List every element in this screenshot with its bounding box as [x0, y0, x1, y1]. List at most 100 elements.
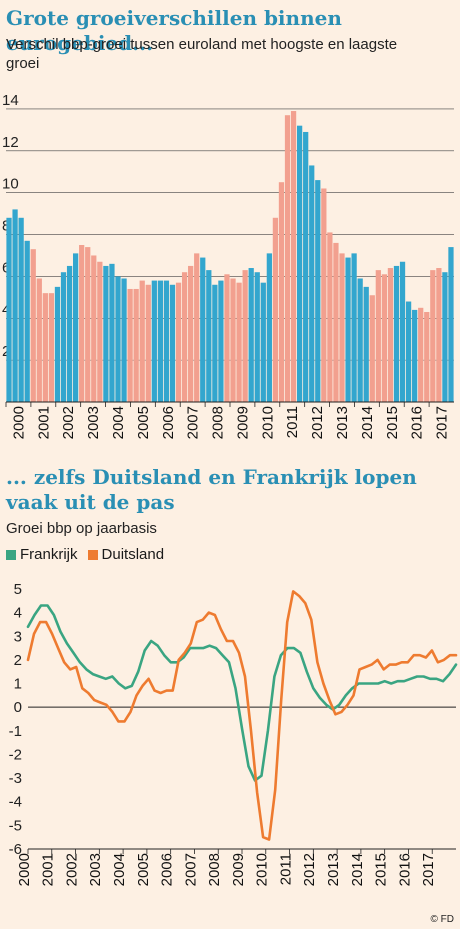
y-tick-label: -6 — [9, 841, 22, 858]
bar — [103, 265, 109, 402]
bar — [66, 265, 73, 402]
bar — [436, 268, 442, 402]
bar — [6, 217, 12, 402]
bar — [218, 280, 224, 402]
x-tick-label: 2012 — [309, 406, 326, 439]
bar — [327, 232, 333, 402]
series-line-frankrijk — [26, 604, 458, 782]
bar — [24, 240, 30, 402]
bar — [133, 288, 139, 402]
bar — [375, 270, 381, 402]
x-tick-label: 2012 — [301, 853, 318, 886]
bar — [85, 247, 91, 402]
x-tick-label: 2002 — [63, 853, 80, 886]
y-tick-label: 12 — [2, 134, 19, 151]
x-tick-label: 2008 — [210, 406, 227, 439]
y-tick-label: -4 — [9, 794, 22, 811]
bar — [157, 280, 164, 402]
legend-swatch-frankrijk — [6, 549, 16, 560]
x-tick-label: 2004 — [110, 406, 127, 439]
x-tick-label: 2010 — [259, 406, 276, 439]
legend-swatch-duitsland — [87, 549, 98, 560]
bar — [399, 261, 406, 402]
x-tick-label: 2006 — [160, 406, 177, 439]
y-tick-label: 4 — [2, 301, 10, 318]
bar — [188, 265, 194, 402]
y-tick-label: -3 — [9, 770, 22, 787]
bar — [36, 278, 42, 402]
x-tick-label: 2002 — [60, 406, 77, 439]
bar — [79, 245, 85, 402]
bar — [175, 282, 182, 402]
y-tick-label: 2 — [2, 343, 10, 360]
x-tick-label: 2014 — [359, 406, 376, 439]
bar — [303, 131, 309, 402]
y-tick-label: 3 — [14, 628, 22, 645]
bar — [260, 282, 266, 402]
x-tick-label: 2007 — [182, 853, 199, 886]
x-tick-label: 2017 — [420, 853, 437, 886]
y-tick-label: 2 — [14, 652, 22, 669]
bar — [115, 276, 121, 402]
bar — [278, 182, 285, 402]
y-tick-label: 14 — [2, 92, 19, 109]
bar — [121, 278, 127, 402]
bar — [405, 301, 412, 402]
bar — [448, 247, 454, 402]
credit-label: © FD — [430, 914, 454, 925]
x-tick-label: 2015 — [384, 406, 401, 439]
x-tick-label: 2005 — [135, 406, 152, 439]
bar — [333, 242, 339, 402]
bar — [224, 274, 230, 402]
bar — [418, 307, 424, 402]
bar — [290, 111, 297, 402]
bar — [339, 253, 345, 402]
bar — [412, 309, 418, 402]
chart2-legend: Frankrijk Duitsland — [6, 546, 174, 563]
x-tick-label: 2005 — [135, 853, 152, 886]
bar — [236, 282, 242, 402]
bar — [48, 293, 55, 402]
bar — [357, 278, 363, 402]
bar — [230, 278, 236, 402]
y-tick-label: 4 — [14, 605, 22, 622]
x-tick-label: 2003 — [85, 406, 102, 439]
bar — [321, 188, 327, 402]
bar — [72, 253, 79, 402]
x-tick-label: 2001 — [35, 406, 52, 439]
legend-label-duitsland: Duitsland — [101, 546, 165, 563]
bar — [163, 280, 170, 402]
x-tick-label: 2003 — [87, 853, 104, 886]
y-tick-label: 5 — [14, 581, 22, 598]
y-tick-label: 1 — [14, 676, 22, 693]
bar — [393, 265, 400, 402]
bar — [369, 295, 375, 402]
bar — [18, 217, 24, 402]
bar — [284, 115, 291, 403]
bar — [248, 268, 254, 402]
x-tick-label: 2004 — [111, 853, 128, 886]
legend-item-duitsland: Duitsland — [87, 546, 165, 563]
bar — [381, 274, 388, 402]
bar — [151, 280, 157, 402]
y-tick-label: 6 — [2, 259, 10, 276]
bar — [206, 270, 212, 402]
bar — [54, 286, 61, 402]
y-tick-label: 10 — [2, 176, 19, 193]
x-tick-label: 2009 — [230, 853, 247, 886]
bar — [345, 257, 351, 402]
bar — [127, 288, 133, 402]
legend-item-frankrijk: Frankrijk — [6, 546, 78, 563]
x-tick-label: 2011 — [284, 406, 301, 438]
chart2-title: ... zelfs Duitsland en Frankrijk lopen v… — [6, 465, 417, 514]
y-tick-label: -1 — [9, 723, 22, 740]
x-tick-label: 2000 — [10, 406, 27, 439]
x-tick-label: 2000 — [16, 853, 33, 886]
x-tick-label: 2015 — [373, 853, 390, 886]
bar — [139, 280, 145, 402]
bar-chart: 2 4 6 8 10 12 14 2000 2001 2002 2003 2004 2005 2006 20… — [2, 92, 454, 439]
bar — [145, 284, 151, 402]
bar — [266, 253, 272, 402]
x-tick-label: 2013 — [334, 406, 351, 439]
